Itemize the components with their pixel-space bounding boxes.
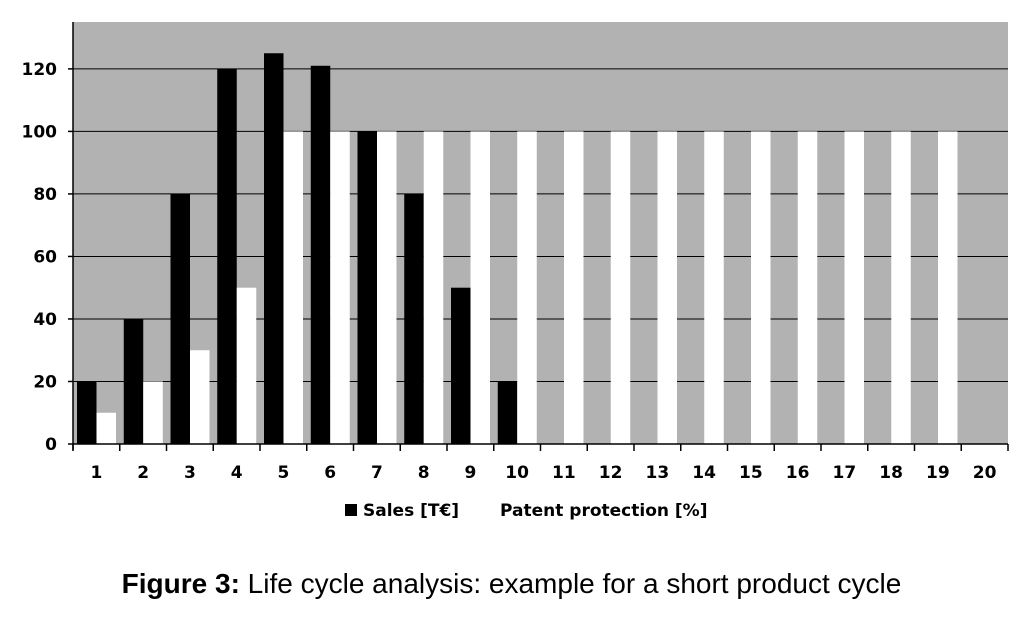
y-tick-label: 60 <box>33 247 57 267</box>
bar-sales-9 <box>451 287 471 444</box>
bar-sales-7 <box>357 131 377 444</box>
bar-patent-17 <box>844 131 864 444</box>
x-tick-label: 1 <box>90 463 102 483</box>
y-tick-label: 80 <box>33 185 57 205</box>
bar-patent-2 <box>143 381 163 444</box>
x-tick-label: 11 <box>552 463 576 483</box>
y-tick-labels: 0 20 40 60 80 100 120 <box>22 60 58 455</box>
x-tick-label: 2 <box>137 463 149 483</box>
bar-sales-2 <box>123 318 144 444</box>
bar-patent-3 <box>190 350 210 444</box>
x-tick-label: 7 <box>371 463 383 483</box>
bar-sales-10 <box>497 381 518 444</box>
legend-label-sales: Sales [T€] <box>363 501 459 521</box>
y-tick-label: 100 <box>22 122 58 142</box>
x-tick-label: 8 <box>418 463 430 483</box>
x-tick-labels: 1 2 3 4 5 6 7 8 9 10 11 12 13 14 15 16 17 18 19 20 <box>90 463 996 483</box>
legend-swatch-sales <box>345 504 357 516</box>
x-tick-label: 18 <box>879 463 903 483</box>
bar-patent-5 <box>283 131 303 444</box>
x-tick-label: 14 <box>692 463 716 483</box>
x-tick-label: 10 <box>505 463 529 483</box>
bar-patent-8 <box>423 131 444 444</box>
bar-sales-8 <box>404 193 424 444</box>
legend-swatch-patent <box>484 504 496 516</box>
bar-patent-12 <box>610 131 631 444</box>
x-tick-label: 12 <box>599 463 623 483</box>
bar-sales-5 <box>264 53 284 445</box>
bars <box>77 53 958 445</box>
x-tick-label: 20 <box>973 463 997 483</box>
bar-patent-15 <box>751 131 771 444</box>
bar-patent-7 <box>377 131 397 444</box>
x-tick-label: 5 <box>277 463 289 483</box>
figure-caption: Figure 3: Life cycle analysis: example f… <box>0 568 1023 600</box>
legend-label-patent: Patent protection [%] <box>500 501 707 521</box>
bar-patent-13 <box>657 131 677 444</box>
x-tick-label: 9 <box>464 463 476 483</box>
bar-sales-6 <box>310 65 331 444</box>
bar-sales-4 <box>217 68 237 444</box>
bar-patent-18 <box>891 131 911 444</box>
y-tick-label: 20 <box>33 372 57 392</box>
bar-patent-1 <box>96 412 116 444</box>
bar-sales-3 <box>170 193 190 444</box>
x-tick-label: 15 <box>739 463 763 483</box>
legend: Sales [T€] Patent protection [%] <box>345 501 707 521</box>
bar-patent-19 <box>938 131 958 444</box>
x-tick-label: 17 <box>833 463 857 483</box>
bar-sales-1 <box>77 381 97 444</box>
caption-text: Life cycle analysis: example for a short… <box>239 568 902 599</box>
x-tick-label: 6 <box>324 463 336 483</box>
x-tick-label: 13 <box>646 463 670 483</box>
bar-patent-10 <box>517 131 537 444</box>
axes <box>68 22 1009 451</box>
bar-patent-9 <box>470 131 490 444</box>
bar-patent-16 <box>797 131 818 444</box>
x-tick-label: 3 <box>184 463 196 483</box>
x-tick-label: 16 <box>786 463 810 483</box>
y-tick-label: 0 <box>45 435 57 455</box>
y-tick-label: 40 <box>33 310 57 330</box>
bar-patent-14 <box>704 131 724 444</box>
bar-patent-4 <box>236 287 257 444</box>
caption-lead: Figure 3: <box>121 568 240 599</box>
x-tick-label: 19 <box>926 463 950 483</box>
bar-patent-6 <box>330 131 350 444</box>
bar-patent-11 <box>564 131 584 444</box>
x-tick-label: 4 <box>231 463 243 483</box>
plot-area <box>73 22 1008 444</box>
y-tick-label: 120 <box>22 60 58 80</box>
